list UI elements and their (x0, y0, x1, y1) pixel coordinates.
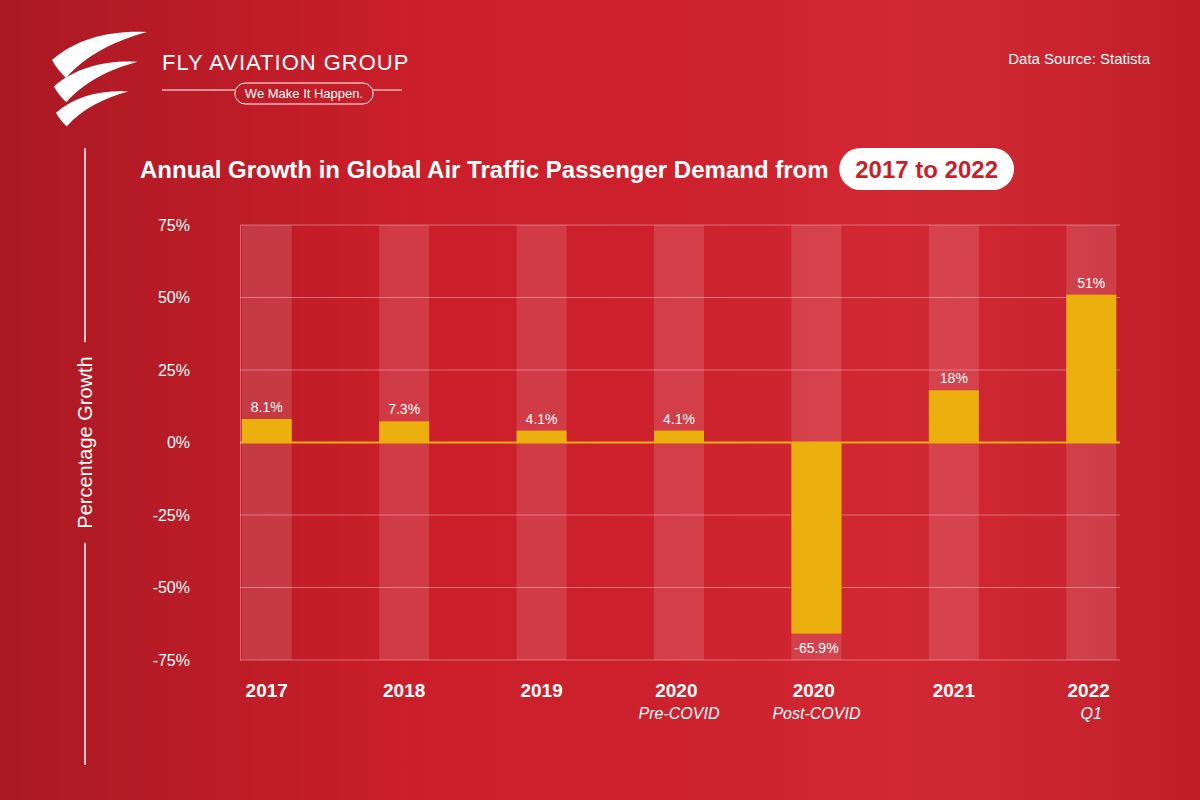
x-tick: 2018 (383, 660, 425, 701)
y-axis-title: Percentage Growth (74, 356, 96, 528)
grid-line (240, 660, 1120, 661)
y-tick: 25% (158, 362, 240, 379)
bar (1066, 295, 1116, 443)
x-axis: 2017 2018 2019 2020 Pre-COVID 2020 Post-COVI… (246, 660, 1115, 722)
data-label: -65.9% (794, 640, 838, 656)
logo-wing (56, 91, 128, 126)
brand-rule (373, 90, 402, 91)
bar (654, 431, 704, 443)
x-tick-label: 2021 (933, 680, 976, 701)
chart-title: Annual Growth in Global Air Traffic Pass… (140, 156, 998, 183)
data-label: 8.1% (251, 399, 283, 415)
grid-line (240, 442, 1120, 443)
bar (791, 443, 841, 634)
x-tick-label: 2020 Pre-COVID (639, 680, 720, 722)
x-tick-label: 2019 (520, 680, 562, 701)
y-axis-line (240, 226, 241, 661)
y-tick-label: 75% (158, 217, 190, 234)
x-tick-label: 2020 Post-COVID (772, 680, 860, 722)
x-tick: 2021 (933, 660, 976, 701)
tagline-frame (235, 83, 373, 104)
background-shade (0, 0, 1200, 800)
brand-tagline: We Make It Happen. (245, 86, 363, 101)
y-title-rule (84, 543, 86, 765)
x-tick: 2017 (246, 660, 288, 701)
data-label: 7.3% (388, 401, 420, 417)
grid (240, 225, 1120, 660)
y-tick-label: 25% (158, 362, 190, 379)
data-label: 4.1% (526, 411, 558, 427)
x-tick-label: 2022 Q1 (1068, 680, 1116, 722)
baseline (240, 442, 1120, 444)
bar (517, 431, 567, 443)
y-tick-label: 0% (167, 434, 190, 451)
data-label: 51% (1077, 275, 1105, 291)
y-tick: 0% (167, 434, 240, 451)
data-label: 18% (940, 370, 968, 386)
logo (52, 32, 147, 127)
data-labels: 8.1% 7.3% 4.1% 4.1% -65.9% 18% 51% (251, 275, 1106, 656)
y-tick: -50% (153, 579, 240, 596)
y-tick-label: -75% (153, 652, 190, 669)
y-tick: 50% (158, 289, 240, 306)
data-source: Data Source: Statista (1008, 50, 1150, 67)
x-tick: 2020 Pre-COVID (639, 660, 720, 722)
grid-line (240, 587, 1120, 588)
bar (242, 419, 292, 442)
brand-rule (162, 90, 235, 91)
grid-line (240, 225, 1120, 226)
y-axis: -75% -50% -25% 0% 25% 50% 75% (153, 217, 241, 669)
x-tick: 2022 Q1 (1068, 660, 1116, 722)
x-tick: 2019 (520, 660, 562, 701)
y-tick: 75% (158, 217, 240, 234)
bar (379, 421, 429, 442)
brand-name: FLY AVIATION GROUP (162, 50, 409, 75)
grid-line (240, 515, 1120, 516)
y-tick-label: -50% (153, 579, 190, 596)
grid-line (240, 297, 1120, 298)
y-tick: -25% (153, 507, 240, 524)
y-title-rule (84, 148, 86, 342)
y-tick-label: -25% (153, 507, 190, 524)
grid-line (240, 370, 1120, 371)
y-tick: -75% (153, 652, 240, 669)
data-label: 4.1% (663, 411, 695, 427)
bar (929, 390, 979, 442)
x-tick-label: 2017 (246, 680, 288, 701)
bars (240, 295, 1120, 634)
chart: FLY AVIATION GROUP We Make It Happen. Data… (0, 0, 1200, 800)
title-pill (839, 148, 1014, 190)
background (0, 0, 1200, 800)
x-tick-label: 2018 (383, 680, 425, 701)
x-tick: 2020 Post-COVID (772, 660, 860, 722)
title-pill-bg (839, 148, 1014, 190)
y-tick-label: 50% (158, 289, 190, 306)
